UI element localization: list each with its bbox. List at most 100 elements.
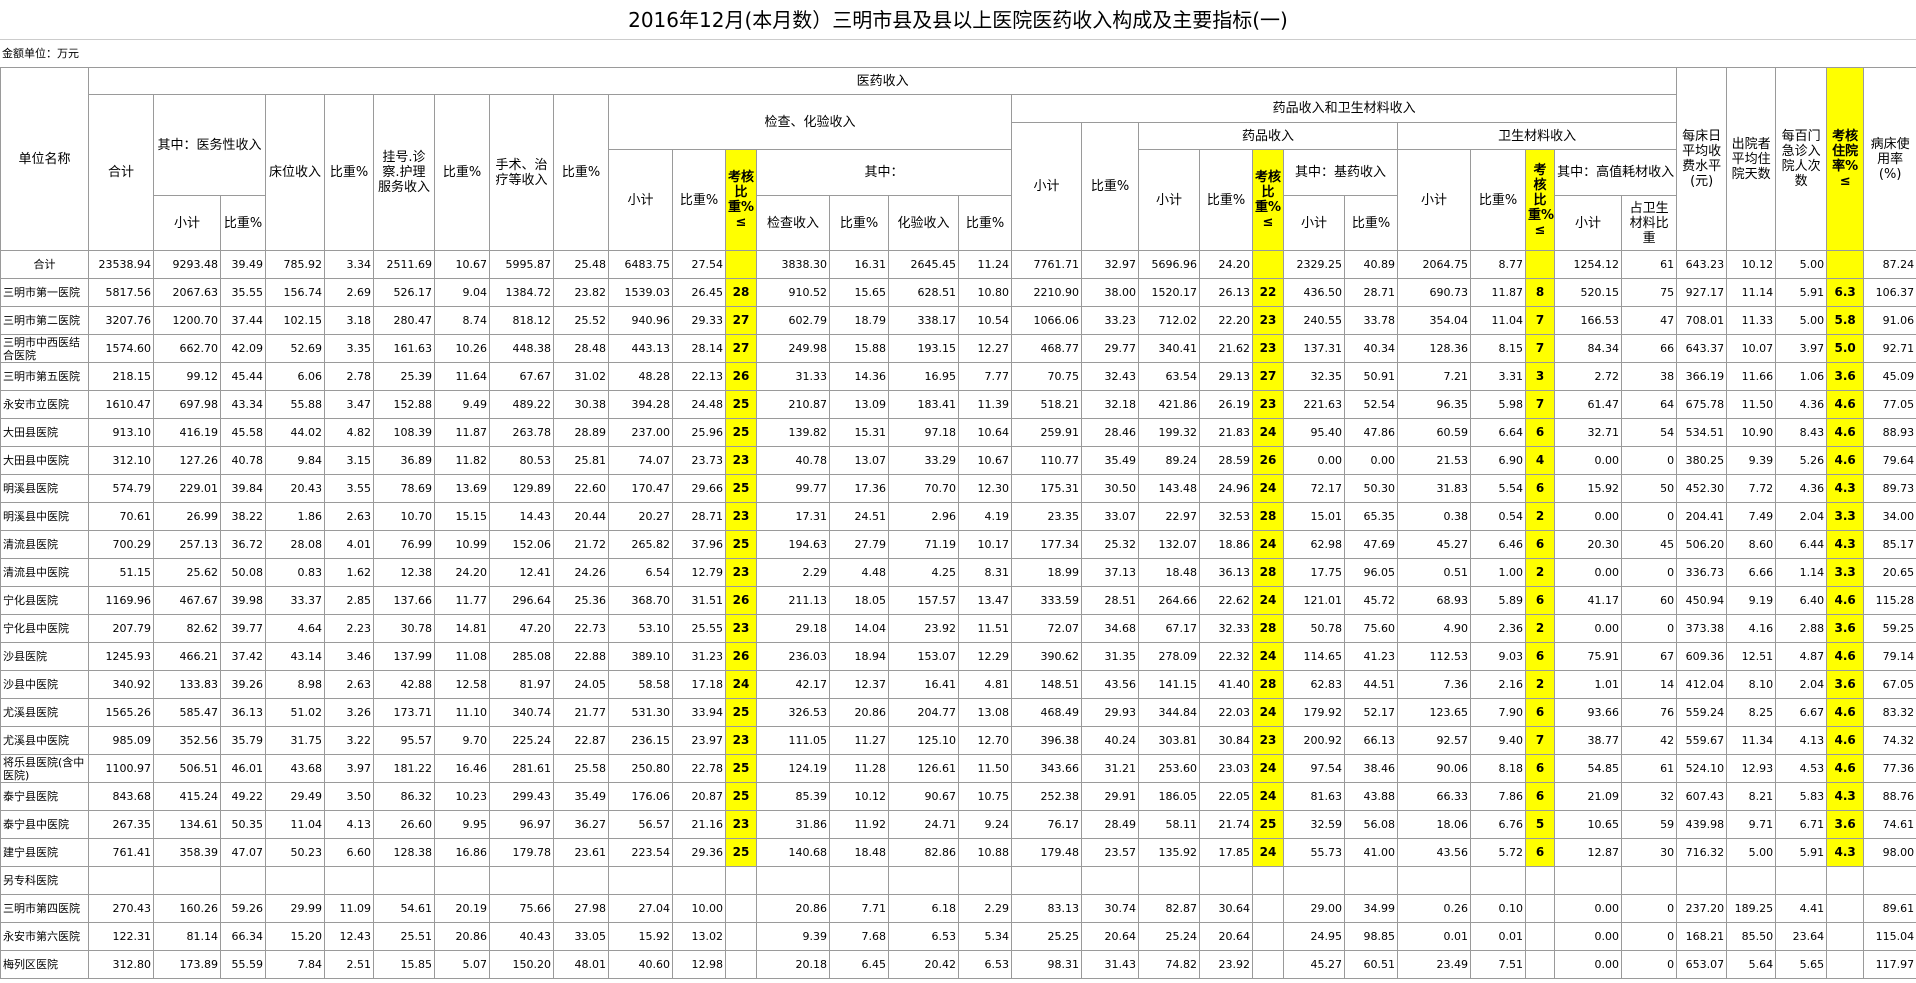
cell: 5: [1525, 810, 1555, 839]
cell: 6.18: [888, 894, 959, 923]
cell: 194.63: [756, 530, 830, 559]
cell: [1554, 866, 1622, 895]
cell: 11.24: [958, 250, 1012, 279]
cell: 49.22: [220, 782, 266, 811]
cell: 7.51: [1470, 950, 1526, 979]
cell: 5.89: [1470, 586, 1526, 615]
cell: 156.74: [265, 278, 325, 307]
cell: 0.00: [1554, 558, 1622, 587]
cell: 6: [1525, 586, 1555, 615]
cell: 7: [1525, 726, 1555, 755]
cell: 6.44: [1775, 530, 1828, 559]
cell: 26: [725, 586, 757, 615]
cell: 179.78: [489, 838, 554, 867]
cell: 5.00: [1726, 838, 1777, 867]
cell: 111.05: [756, 726, 830, 755]
cell: 4.6: [1826, 698, 1865, 727]
cell: 12.27: [958, 334, 1012, 363]
header-cell: 合计: [88, 94, 154, 251]
cell: 27.04: [608, 894, 673, 923]
cell: 25: [725, 782, 757, 811]
cell: 141.15: [1138, 670, 1200, 699]
cell: 1384.72: [489, 278, 554, 307]
cell: 32.97: [1081, 250, 1139, 279]
cell: 352.56: [153, 726, 221, 755]
cell: 32.35: [1283, 362, 1345, 391]
row-name: 沙县中医院: [0, 670, 89, 699]
cell: [153, 866, 221, 895]
cell: 7.77: [958, 362, 1012, 391]
table-row: 三明市第二医院 3207.76 1200.70 37.44 102.15 3.18 280.…: [0, 306, 1916, 335]
cell: 134.61: [153, 810, 221, 839]
cell: 148.51: [1011, 670, 1082, 699]
cell: 66.13: [1344, 726, 1398, 755]
cell: 8.74: [434, 306, 490, 335]
cell: 25.32: [1081, 530, 1139, 559]
cell: 1.62: [324, 558, 374, 587]
cell: 40.60: [608, 950, 673, 979]
cell: 88.93: [1863, 418, 1916, 447]
cell: 25: [1252, 810, 1284, 839]
cell: 0.00: [1554, 922, 1622, 951]
cell: [725, 250, 757, 279]
cell: 506.51: [153, 754, 221, 783]
cell: 380.25: [1676, 446, 1728, 475]
cell: 17.85: [1199, 838, 1253, 867]
cell: 36.13: [220, 698, 266, 727]
cell: 8.43: [1775, 418, 1828, 447]
cell: 66.34: [220, 922, 266, 951]
cell: 252.38: [1011, 782, 1082, 811]
cell: 675.78: [1676, 390, 1728, 419]
cell: 41.40: [1199, 670, 1253, 699]
cell: 10.64: [958, 418, 1012, 447]
cell: 47.07: [220, 838, 266, 867]
cell: 28.59: [1199, 446, 1253, 475]
cell: 4.01: [324, 530, 374, 559]
cell: 14.43: [489, 502, 554, 531]
header-cell: 检查、化验收入: [608, 94, 1012, 150]
cell: 81.97: [489, 670, 554, 699]
table-row: 三明市第五医院 218.15 99.12 45.44 6.06 2.78 25.39 11.6…: [0, 362, 1916, 391]
cell: 70.75: [1011, 362, 1082, 391]
cell: 29.36: [672, 838, 726, 867]
cell: 23: [725, 614, 757, 643]
row-name: 尤溪县医院: [0, 698, 89, 727]
cell: 0.00: [1344, 446, 1398, 475]
cell: 89.24: [1138, 446, 1200, 475]
cell: 5696.96: [1138, 250, 1200, 279]
cell: 27.79: [829, 530, 889, 559]
cell: 3.3: [1826, 558, 1865, 587]
cell: 4.6: [1826, 418, 1865, 447]
cell: 85.17: [1863, 530, 1916, 559]
cell: 25: [725, 698, 757, 727]
cell: 82.62: [153, 614, 221, 643]
cell: [1081, 866, 1139, 895]
cell: 66.33: [1397, 782, 1471, 811]
cell: 2329.25: [1283, 250, 1345, 279]
cell: 122.31: [88, 922, 154, 951]
cell: 7.68: [829, 922, 889, 951]
cell: 45.09: [1863, 362, 1916, 391]
cell: 8.98: [265, 670, 325, 699]
cell: [608, 866, 673, 895]
cell: 270.43: [88, 894, 154, 923]
cell: 3.22: [324, 726, 374, 755]
cell: 8.77: [1470, 250, 1526, 279]
cell: 24: [1252, 418, 1284, 447]
row-name: 永安市第六医院: [0, 922, 89, 951]
cell: 25.62: [153, 558, 221, 587]
cell: 5.34: [958, 922, 1012, 951]
cell: 11.66: [1726, 362, 1777, 391]
cell: 207.79: [88, 614, 154, 643]
cell: 36.89: [373, 446, 435, 475]
cell: 25: [725, 530, 757, 559]
cell: 67.05: [1863, 670, 1916, 699]
cell: 153.07: [888, 642, 959, 671]
cell: 7.36: [1397, 670, 1471, 699]
cell: 29.49: [265, 782, 325, 811]
cell: 55.59: [220, 950, 266, 979]
cell: 98.31: [1011, 950, 1082, 979]
cell: 137.99: [373, 642, 435, 671]
cell: [1470, 866, 1526, 895]
cell: 22.78: [672, 754, 726, 783]
